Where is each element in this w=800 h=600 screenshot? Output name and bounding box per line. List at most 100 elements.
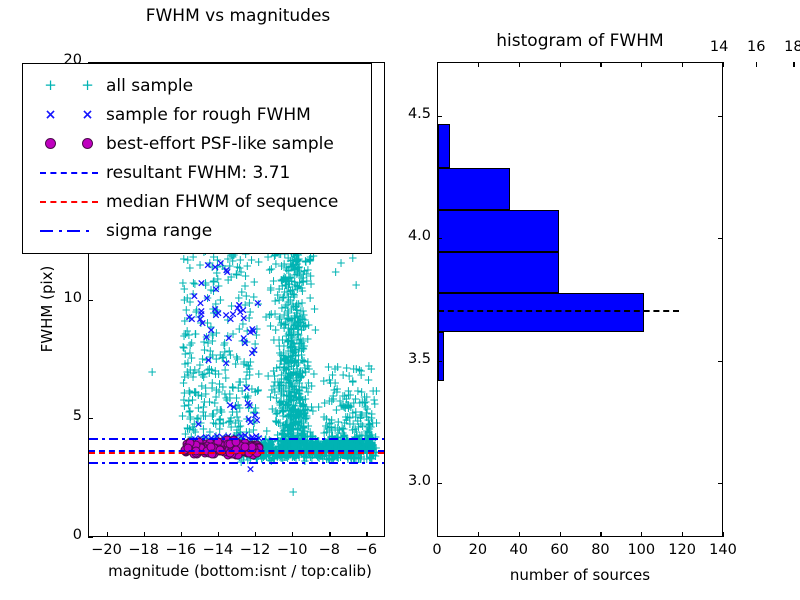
- scatter-point-all-sample: +: [294, 414, 305, 429]
- legend-box[interactable]: + + all sample × × sample for rough FWHM best-…: [22, 63, 372, 254]
- scatter-point-all-sample: +: [280, 380, 291, 395]
- scatter-point-all-sample: +: [365, 430, 376, 445]
- scatter-point-all-sample: +: [282, 335, 293, 350]
- scatter-point-all-sample: +: [183, 328, 194, 343]
- scatter-point-all-sample: +: [221, 390, 232, 405]
- scatter-point-all-sample: +: [327, 368, 338, 383]
- histogram-plot-area[interactable]: [437, 62, 723, 537]
- histogram-bar[interactable]: [438, 168, 510, 210]
- scatter-point-all-sample: +: [276, 368, 287, 383]
- scatter-point-all-sample: +: [225, 348, 236, 362]
- histogram-bar[interactable]: [438, 293, 645, 333]
- scatter-point-all-sample: +: [285, 418, 296, 433]
- scatter-point-all-sample: +: [299, 433, 310, 448]
- scatter-point-all-sample: +: [300, 411, 311, 426]
- scatter-point-all-sample: +: [270, 413, 281, 428]
- scatter-point-all-sample: +: [232, 351, 243, 366]
- scatter-point-all-sample: +: [302, 262, 313, 277]
- scatter-point-all-sample: +: [298, 275, 309, 290]
- scatter-point-all-sample: +: [296, 370, 307, 385]
- legend-item-label: median FHWM of sequence: [106, 191, 339, 212]
- scatter-point-all-sample: +: [285, 341, 296, 356]
- scatter-point-all-sample: +: [324, 416, 335, 431]
- scatter-point-all-sample: +: [264, 453, 275, 468]
- scatter-point-all-sample: +: [295, 369, 306, 384]
- histogram-bar[interactable]: [438, 209, 559, 252]
- scatter-point-all-sample: +: [339, 399, 350, 414]
- scatter-point-all-sample: +: [287, 402, 298, 417]
- scatter-point-all-sample: +: [244, 424, 255, 439]
- scatter-point-all-sample: +: [223, 414, 234, 429]
- legend-item-0[interactable]: + + all sample: [32, 71, 362, 100]
- scatter-point-rough-sample: ×: [202, 291, 212, 305]
- scatter-point-all-sample: +: [231, 266, 242, 281]
- scatter-point-all-sample: +: [186, 350, 197, 365]
- scatter-point-all-sample: +: [285, 403, 296, 418]
- scatter-point-all-sample: +: [298, 399, 309, 414]
- scatter-point-all-sample: +: [320, 418, 331, 433]
- legend-item-3[interactable]: resultant FWHM: 3.71: [32, 158, 362, 187]
- scatter-point-all-sample: +: [291, 299, 302, 314]
- scatter-point-all-sample: +: [342, 452, 353, 467]
- scatter-point-all-sample: +: [190, 326, 201, 341]
- scatter-point-all-sample: +: [305, 424, 316, 439]
- scatter-point-rough-sample: ×: [234, 298, 244, 312]
- scatter-point-all-sample: +: [293, 417, 304, 432]
- scatter-point-all-sample: +: [181, 303, 192, 318]
- scatter-point-all-sample: +: [214, 385, 225, 400]
- scatter-point-all-sample: +: [343, 398, 354, 413]
- legend-item-4[interactable]: median FHWM of sequence: [32, 187, 362, 216]
- legend-item-2[interactable]: best-effort PSF-like sample: [32, 129, 362, 158]
- scatter-point-all-sample: +: [299, 405, 310, 420]
- scatter-point-all-sample: +: [354, 395, 365, 410]
- scatter-point-all-sample: +: [220, 371, 231, 386]
- scatter-point-all-sample: +: [305, 290, 316, 305]
- scatter-point-all-sample: +: [285, 423, 296, 438]
- scatter-point-all-sample: +: [356, 408, 367, 423]
- scatter-point-all-sample: +: [364, 422, 375, 437]
- scatter-point-all-sample: +: [291, 298, 302, 313]
- scatter-point-all-sample: +: [244, 361, 255, 376]
- y-tick-label: 5: [72, 408, 82, 425]
- scatter-point-all-sample: +: [288, 335, 299, 350]
- scatter-point-rough-sample: ×: [203, 258, 213, 272]
- legend-item-1[interactable]: × × sample for rough FWHM: [32, 100, 362, 129]
- scatter-point-all-sample: +: [280, 272, 291, 287]
- scatter-point-all-sample: +: [324, 373, 335, 388]
- scatter-point-all-sample: +: [293, 296, 304, 311]
- scatter-point-all-sample: +: [341, 361, 352, 376]
- scatter-point-all-sample: +: [293, 393, 304, 408]
- scatter-point-all-sample: +: [283, 264, 294, 279]
- scatter-point-all-sample: +: [291, 367, 302, 382]
- scatter-point-rough-sample: ×: [245, 415, 256, 429]
- scatter-point-all-sample: +: [288, 325, 299, 340]
- reference-line-sigma-upper: [89, 438, 384, 441]
- scatter-point-all-sample: +: [185, 338, 196, 353]
- hist-x-tick-top: [518, 62, 520, 67]
- scatter-point-all-sample: +: [296, 270, 307, 285]
- scatter-point-all-sample: +: [291, 374, 302, 389]
- histogram-bar[interactable]: [438, 124, 451, 169]
- scatter-point-all-sample: +: [217, 259, 228, 274]
- histogram-bar[interactable]: [438, 332, 445, 382]
- scatter-point-all-sample: +: [283, 272, 294, 287]
- scatter-point-all-sample: +: [287, 330, 298, 345]
- scatter-point-all-sample: +: [178, 393, 189, 408]
- scatter-point-all-sample: +: [352, 414, 363, 429]
- scatter-point-all-sample: +: [224, 391, 235, 406]
- scatter-point-all-sample: +: [285, 340, 296, 355]
- hist-x-tick-top: [723, 62, 725, 67]
- filled-circle-icon: [32, 129, 106, 158]
- scatter-point-all-sample: +: [341, 433, 352, 448]
- legend-item-5[interactable]: sigma range: [32, 216, 362, 245]
- scatter-point-all-sample: +: [283, 277, 294, 292]
- scatter-point-all-sample: +: [294, 275, 305, 290]
- scatter-point-all-sample: +: [308, 366, 319, 381]
- scatter-point-all-sample: +: [296, 313, 307, 328]
- scatter-point-all-sample: +: [287, 296, 298, 311]
- scatter-point-all-sample: +: [228, 326, 239, 341]
- histogram-bar[interactable]: [438, 251, 559, 294]
- scatter-point-all-sample: +: [342, 434, 353, 449]
- scatter-point-all-sample: +: [337, 389, 348, 404]
- scatter-point-all-sample: +: [291, 433, 302, 448]
